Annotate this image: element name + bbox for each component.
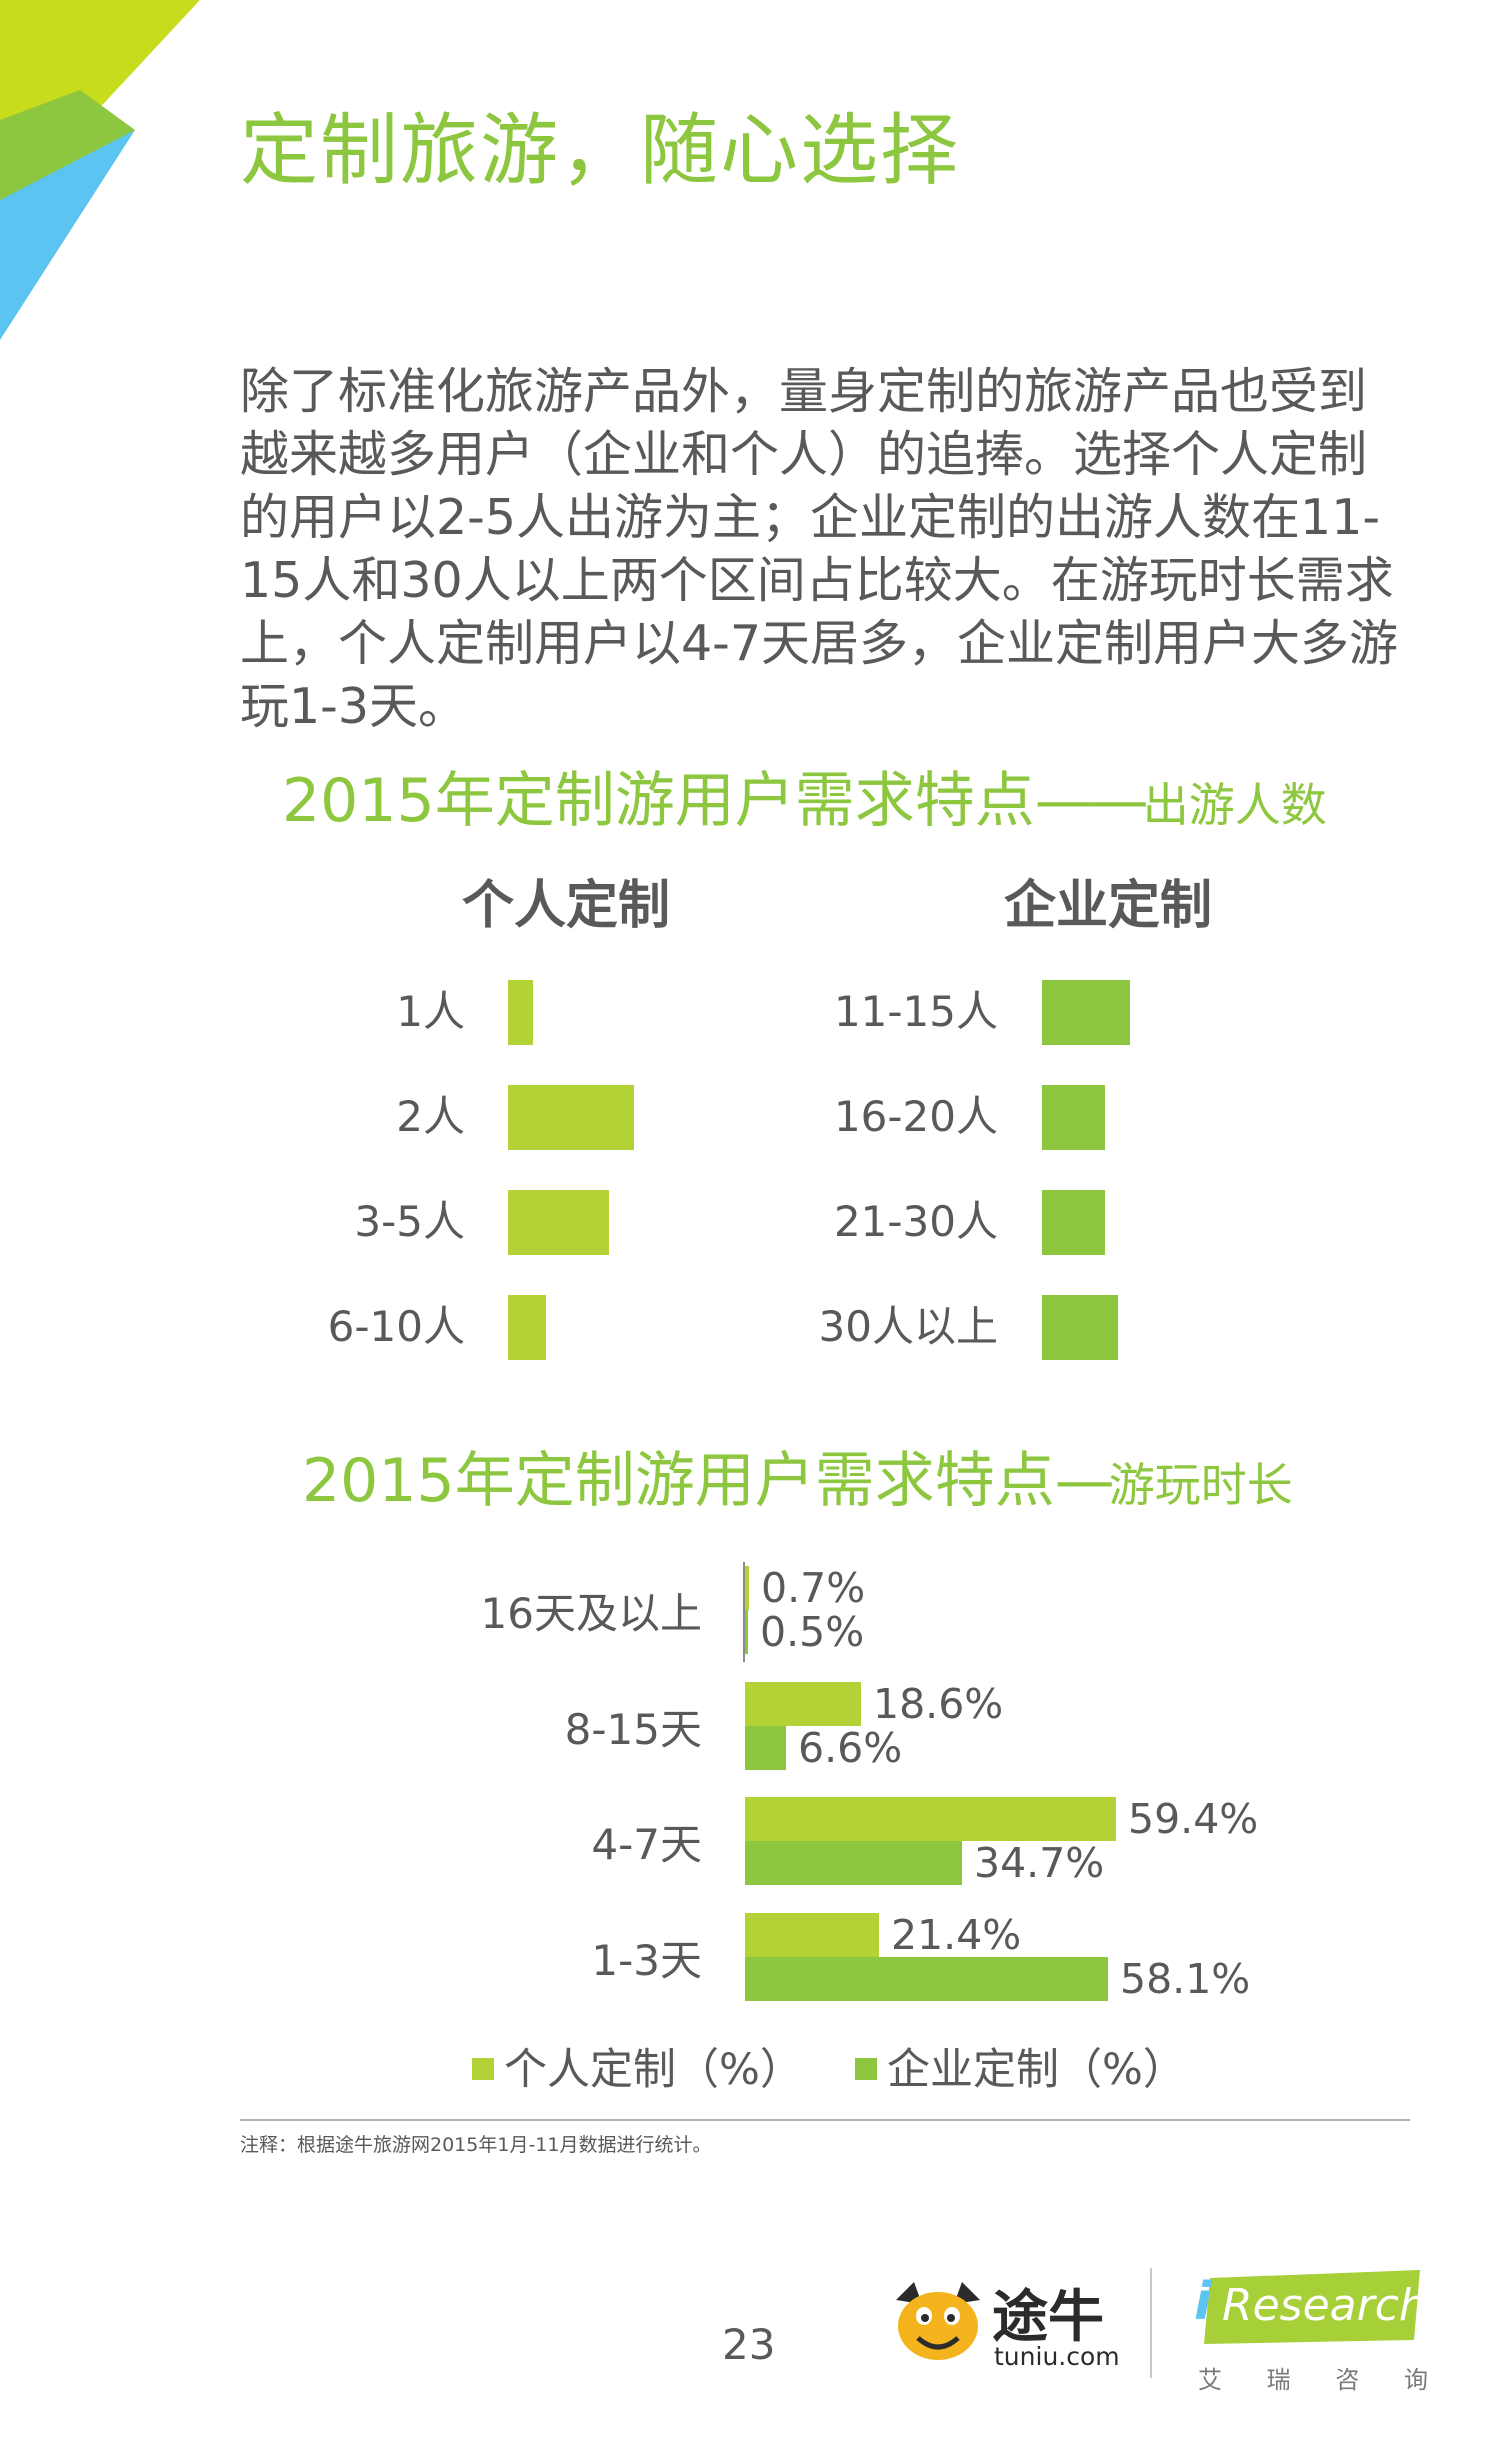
section1-title: 2015年定制游用户需求特点——出游人数 xyxy=(282,752,1327,839)
legend-label: 企业定制（%） xyxy=(887,2045,1186,2095)
intro-paragraph: 除了标准化旅游产品外，量身定制的旅游产品也受到越来越多用户（企业和个人）的追捧。… xyxy=(240,363,1399,735)
enterprise-column-header: 企业定制 xyxy=(1004,876,1213,936)
personal-duration-value: 21.4% xyxy=(891,1911,1022,1959)
legend-swatch xyxy=(855,2057,877,2080)
enterprise-size-bar xyxy=(1042,980,1130,1045)
personal-size-bar xyxy=(508,1295,546,1360)
personal-size-category-label: 3-5人 xyxy=(354,1197,465,1246)
page-title: 定制旅游，随心选择 xyxy=(240,106,961,196)
enterprise-duration-bar xyxy=(745,1726,786,1770)
enterprise-size-category-label: 11-15人 xyxy=(833,987,998,1036)
duration-category-label: 8-15天 xyxy=(564,1705,702,1754)
legend-label: 个人定制（%） xyxy=(504,2045,803,2095)
section1-title-sub: 出游人数 xyxy=(1142,778,1327,832)
personal-duration-bar xyxy=(745,1797,1116,1841)
tuniu-cow-icon xyxy=(896,2282,980,2360)
enterprise-duration-bar xyxy=(745,1610,748,1654)
iresearch-chinese-name: 艾 瑞 咨 询 xyxy=(1198,2360,1428,2395)
legend-personal: 个人定制（%） xyxy=(472,2035,803,2097)
section1-title-dash: —— xyxy=(1034,766,1149,836)
section2-title-sub: 游玩时长 xyxy=(1108,1458,1293,1512)
personal-duration-value: 0.7% xyxy=(761,1564,866,1612)
section2-title: 2015年定制游用户需求特点—游玩时长 xyxy=(302,1432,1293,1519)
deco-blue-shape xyxy=(0,130,135,340)
enterprise-duration-bar xyxy=(745,1841,962,1885)
personal-column-header: 个人定制 xyxy=(462,876,671,936)
iresearch-name: Research xyxy=(1222,2280,1427,2331)
iresearch-char: 咨 xyxy=(1335,2366,1360,2394)
personal-duration-value: 18.6% xyxy=(873,1680,1004,1728)
enterprise-duration-value: 58.1% xyxy=(1120,1955,1251,2003)
enterprise-duration-value: 34.7% xyxy=(974,1839,1105,1887)
personal-size-bar xyxy=(508,980,533,1045)
enterprise-size-category-label: 30人以上 xyxy=(818,1302,998,1351)
tuniu-domain: tuniu.com xyxy=(994,2342,1120,2371)
personal-duration-bar xyxy=(745,1566,749,1610)
enterprise-size-category-label: 21-30人 xyxy=(833,1197,998,1246)
tuniu-brand-name: 途牛 xyxy=(992,2285,1104,2350)
corner-decoration xyxy=(0,0,200,340)
enterprise-duration-value: 0.5% xyxy=(760,1608,865,1656)
section2-title-main: 2015年定制游用户需求特点 xyxy=(302,1446,1055,1516)
logo-divider xyxy=(1150,2268,1152,2378)
section2-title-dash: — xyxy=(1054,1446,1115,1516)
personal-size-category-label: 6-10人 xyxy=(327,1302,465,1351)
iresearch-logo: i Research 艾 瑞 咨 询 xyxy=(1192,2270,1432,2400)
iresearch-char: 瑞 xyxy=(1266,2366,1291,2394)
enterprise-size-bar xyxy=(1042,1190,1105,1255)
iresearch-banner-shape xyxy=(1204,2270,1420,2344)
legend-swatch xyxy=(472,2057,494,2080)
personal-size-category-label: 1人 xyxy=(396,987,465,1036)
personal-duration-bar xyxy=(745,1682,861,1726)
duration-category-label: 1-3天 xyxy=(591,1936,702,1985)
enterprise-duration-value: 6.6% xyxy=(798,1724,903,1772)
page-number: 23 xyxy=(722,2320,776,2369)
duration-category-label: 4-7天 xyxy=(591,1820,702,1869)
enterprise-duration-bar xyxy=(745,1957,1108,2001)
footnote-divider xyxy=(240,2119,1410,2121)
personal-duration-value: 59.4% xyxy=(1128,1795,1259,1843)
enterprise-size-bar xyxy=(1042,1085,1105,1150)
duration-category-label: 16天及以上 xyxy=(480,1589,702,1638)
legend-enterprise: 企业定制（%） xyxy=(855,2035,1186,2097)
personal-size-category-label: 2人 xyxy=(396,1092,465,1141)
section1-title-main: 2015年定制游用户需求特点 xyxy=(282,766,1035,836)
enterprise-size-category-label: 16-20人 xyxy=(833,1092,998,1141)
enterprise-size-bar xyxy=(1042,1295,1118,1360)
personal-size-bar xyxy=(508,1085,634,1150)
personal-size-bar xyxy=(508,1190,609,1255)
iresearch-char: 询 xyxy=(1403,2366,1428,2394)
iresearch-i: i xyxy=(1194,2272,1212,2332)
tuniu-logo: 途牛 tuniu.com xyxy=(888,2270,1148,2380)
iresearch-char: 艾 xyxy=(1198,2366,1222,2394)
duration-axis-line xyxy=(743,1562,745,1662)
footnote: 注释：根据途牛旅游网2015年1月-11月数据进行统计。 xyxy=(240,2134,712,2156)
personal-duration-bar xyxy=(745,1913,879,1957)
